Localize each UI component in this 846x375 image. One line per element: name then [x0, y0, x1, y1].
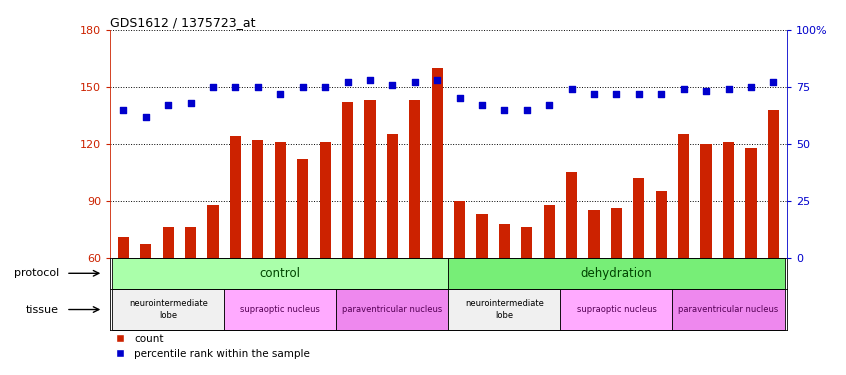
- Bar: [560, 289, 673, 330]
- Point: [565, 86, 579, 92]
- Text: supraoptic nucleus: supraoptic nucleus: [576, 305, 656, 314]
- Bar: [230, 136, 241, 258]
- Point: [520, 107, 534, 113]
- Bar: [678, 134, 689, 258]
- Bar: [113, 289, 224, 330]
- Bar: [342, 102, 353, 258]
- Bar: [275, 142, 286, 258]
- Bar: [252, 140, 263, 258]
- Bar: [297, 159, 308, 258]
- Point: [632, 91, 645, 97]
- Bar: [207, 205, 218, 258]
- Point: [296, 84, 310, 90]
- Legend: count, percentile rank within the sample: count, percentile rank within the sample: [115, 334, 310, 359]
- Bar: [448, 289, 560, 330]
- Bar: [224, 289, 337, 330]
- Point: [206, 84, 220, 90]
- Bar: [431, 68, 442, 258]
- Bar: [700, 144, 711, 258]
- Text: supraoptic nucleus: supraoptic nucleus: [240, 305, 321, 314]
- Bar: [409, 100, 420, 258]
- Point: [386, 82, 399, 88]
- Bar: [118, 237, 129, 258]
- Bar: [499, 224, 510, 258]
- Point: [587, 91, 601, 97]
- Text: protocol: protocol: [14, 268, 59, 278]
- Point: [677, 86, 690, 92]
- Point: [184, 100, 197, 106]
- Text: control: control: [260, 267, 301, 280]
- Text: neurointermediate
lobe: neurointermediate lobe: [465, 300, 544, 320]
- Bar: [656, 191, 667, 258]
- Bar: [589, 210, 600, 258]
- Text: paraventricular nucleus: paraventricular nucleus: [343, 305, 442, 314]
- Text: paraventricular nucleus: paraventricular nucleus: [678, 305, 778, 314]
- Bar: [162, 227, 173, 258]
- Point: [700, 88, 713, 94]
- Bar: [185, 227, 196, 258]
- Point: [251, 84, 265, 90]
- Text: dehydration: dehydration: [580, 267, 652, 280]
- Bar: [476, 214, 487, 258]
- Point: [475, 102, 489, 108]
- Point: [431, 77, 444, 83]
- Bar: [544, 205, 555, 258]
- Bar: [337, 289, 448, 330]
- Bar: [454, 201, 465, 258]
- Bar: [521, 227, 532, 258]
- Point: [542, 102, 556, 108]
- Point: [363, 77, 376, 83]
- Bar: [113, 258, 448, 289]
- Bar: [448, 258, 784, 289]
- Bar: [745, 148, 756, 258]
- Bar: [611, 209, 622, 258]
- Bar: [634, 178, 645, 258]
- Point: [453, 95, 466, 101]
- Point: [273, 91, 287, 97]
- Bar: [566, 172, 577, 258]
- Text: neurointermediate
lobe: neurointermediate lobe: [129, 300, 207, 320]
- Bar: [320, 142, 331, 258]
- Point: [766, 80, 780, 86]
- Point: [408, 80, 421, 86]
- Point: [610, 91, 624, 97]
- Point: [722, 86, 735, 92]
- Point: [744, 84, 758, 90]
- Bar: [723, 142, 734, 258]
- Point: [162, 102, 175, 108]
- Bar: [673, 289, 784, 330]
- Bar: [387, 134, 398, 258]
- Point: [497, 107, 511, 113]
- Point: [228, 84, 242, 90]
- Bar: [365, 100, 376, 258]
- Text: tissue: tissue: [26, 304, 59, 315]
- Point: [117, 107, 130, 113]
- Bar: [140, 244, 151, 258]
- Point: [139, 114, 152, 120]
- Text: GDS1612 / 1375723_at: GDS1612 / 1375723_at: [110, 16, 255, 29]
- Point: [318, 84, 332, 90]
- Bar: [767, 110, 779, 258]
- Point: [655, 91, 668, 97]
- Point: [341, 80, 354, 86]
